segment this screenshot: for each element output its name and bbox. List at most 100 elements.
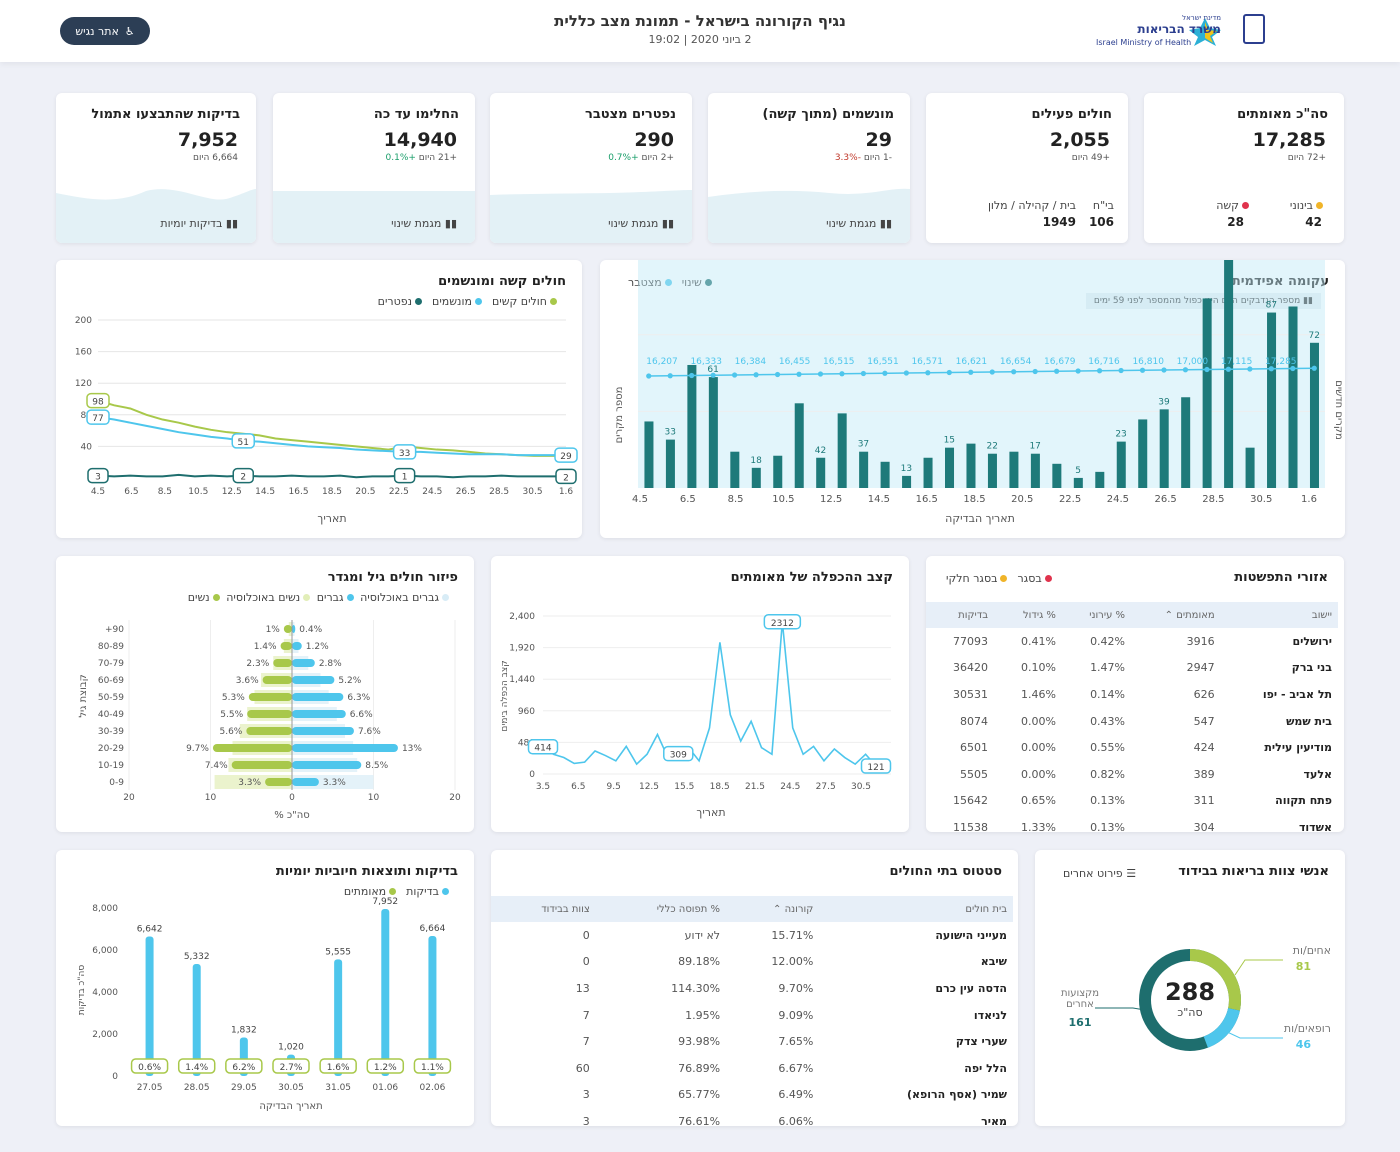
table-row: מודיעין עילית 424 0.55% 0.00% 6501: [926, 734, 1338, 761]
cumulative-label: 17,115: [1221, 357, 1253, 367]
x-tick-label: 27.05: [137, 1083, 163, 1093]
trend-link[interactable]: ▮▮ מגמת שינוי: [826, 217, 892, 230]
hospitals-cell: 76.61%: [678, 1114, 721, 1126]
other-details-button[interactable]: ☰ פירוט אחרים: [1063, 867, 1137, 880]
hospitals-cell: 0: [582, 955, 590, 969]
daily-bar: [687, 364, 697, 488]
areas-cell: 1.33%: [1020, 820, 1056, 832]
accessible-site-button[interactable]: ♿ אתר נגיש: [60, 17, 150, 45]
areas-cell: 8074: [960, 714, 989, 728]
trend-link[interactable]: ▮▮ מגמת שינוי: [391, 217, 457, 230]
tests-value-label: 5,332: [184, 952, 210, 962]
daily-bar: [1095, 471, 1105, 488]
cumulative-label: 16,515: [823, 357, 855, 367]
daily-tests-link[interactable]: ▮▮ בדיקות יומיות: [160, 217, 238, 230]
hospitals-column-header[interactable]: קורונה ⌃: [726, 896, 820, 922]
daily-label: 18: [750, 456, 762, 466]
x-tick-label: 12.5: [820, 494, 842, 505]
x-tick-label: 16.5: [916, 494, 938, 505]
hospitals-cell: הלל יפה: [964, 1061, 1007, 1075]
daily-bar: [1116, 441, 1126, 488]
x-tick-label: 30.05: [278, 1083, 304, 1093]
areas-cell: 0.14%: [1090, 687, 1126, 701]
areas-table: יישוב מאומתים ⌃% עירוני% גידול בדיקות ירושל…: [926, 602, 1338, 832]
daily-label: 23: [1115, 430, 1126, 440]
areas-cell: מודיעין עילית: [1264, 741, 1332, 755]
cumulative-label: 16,333: [690, 357, 722, 367]
daily-bar: [730, 451, 740, 488]
areas-column-header[interactable]: יישוב: [1220, 602, 1338, 628]
epidemic-chart: 16,207 16,333 16,384 16,455 16,515 16,551 16,5…: [614, 260, 1344, 525]
areas-cell: פתח תקווה: [1275, 794, 1332, 808]
tests-value-label: 6,642: [137, 925, 163, 935]
doubling-callout: 2312: [771, 619, 794, 629]
y-tick-label: 4,000: [92, 988, 118, 998]
women-bar: [265, 778, 292, 786]
kpi-recovered: החלימו עד כה 14,940 +21 היום +0.1% ▮▮ מג…: [273, 93, 475, 243]
areas-column-header[interactable]: מאומתים ⌃: [1131, 602, 1221, 628]
trend-link[interactable]: ▮▮ מגמת שינוי: [608, 217, 674, 230]
hospitals-column-header[interactable]: צוות בבידוד: [491, 896, 596, 922]
y-axis-title: קצב הכפלה בימים: [500, 660, 510, 731]
daily-bar: [1224, 260, 1234, 489]
x-tick-label: 26.5: [456, 487, 476, 497]
daily-bar: [1288, 306, 1298, 488]
x-tick-label: 20.5: [355, 487, 375, 497]
positive-pct: 1.2%: [374, 1063, 397, 1073]
hospitals-cell: 0: [582, 928, 590, 942]
areas-legend: בסגר בסגר חלקי: [946, 572, 1055, 585]
hospitals-cell: לא ידוע: [684, 928, 721, 942]
daily-bar: [880, 461, 890, 488]
tests-value-label: 5,555: [325, 947, 351, 957]
areas-cell: 0.41%: [1020, 634, 1056, 648]
hospitals-cell: 3: [582, 1088, 590, 1102]
daily-bar: [987, 453, 997, 488]
daily-bar: [945, 447, 955, 488]
x-tick-label: 20.5: [1011, 494, 1033, 505]
severe-callout: 77: [92, 414, 103, 424]
age-group-label: 20-29: [98, 744, 124, 754]
table-row: בני ברק 2947 1.47% 0.10% 36420: [926, 655, 1338, 682]
areas-column-header[interactable]: % גידול: [994, 602, 1062, 628]
daily-label: 42: [815, 446, 826, 456]
page-date: 2 ביוני 2020 | 19:02: [648, 33, 752, 46]
hospitals-column-header[interactable]: % תפוסה כללי: [595, 896, 727, 922]
table-row: שערי צדק 7.65% 93.98% 7: [491, 1028, 1013, 1055]
cumulative-label: 16,571: [911, 357, 943, 367]
positive-pct: 6.2%: [232, 1063, 255, 1073]
header: ♿ אתר נגיש נגיף הקורונה בישראל - תמונת מצ…: [0, 0, 1400, 62]
x-tick-label: 0: [289, 793, 295, 803]
hospitals-cell: שערי צדק: [955, 1035, 1007, 1049]
spread-areas-card: אזורי התפשטות בסגר בסגר חלקי יישוב מאומתי…: [926, 556, 1344, 832]
daily-tests-chart: 8,000 6,000 4,000 2,000 0 6,642 0.6% 27.05 5,332…: [77, 897, 452, 1112]
page-title: נגיף הקורונה בישראל - תמונת מצב כללית: [554, 12, 846, 30]
kpi-confirmed: סה"כ מאומתים 17,285 +72 היום בינוני קשה …: [1144, 93, 1344, 243]
positive-pct-box: [177, 1058, 216, 1074]
y-tick-label: 8,000: [92, 904, 118, 914]
trend-wave: [56, 189, 256, 243]
men-label: 13%: [402, 744, 422, 754]
women-bar: [262, 676, 292, 684]
areas-column-header[interactable]: בדיקות: [926, 602, 995, 628]
severe-callout: 2: [563, 473, 569, 483]
severe-callout-box: [86, 409, 110, 425]
daily-bar: [1267, 312, 1277, 488]
daily-bar: [1309, 342, 1319, 488]
y-tick-label: 2,000: [92, 1030, 118, 1040]
areas-cell: אשדוד: [1298, 820, 1332, 832]
x-tick-label: 26.5: [1155, 494, 1177, 505]
areas-cell: 0.82%: [1090, 767, 1126, 781]
severe-callout-box: [392, 444, 417, 460]
cumulative-label: 16,621: [956, 357, 988, 367]
cumulative-label: 16,654: [1000, 357, 1032, 367]
age-gender-card: פיזור חולים גיל ומגדר גברים באוכלוסיה גב…: [56, 556, 474, 832]
areas-column-header[interactable]: % עירוני: [1061, 602, 1132, 628]
x-tick-label: 6.5: [571, 782, 585, 792]
positive-pct-box: [130, 1058, 169, 1074]
men-label: 8.5%: [365, 761, 388, 771]
hospitals-column-header[interactable]: בית חולים: [819, 896, 1013, 922]
tests-bar: [381, 909, 390, 1076]
cumulative-label: 17,000: [1177, 357, 1209, 367]
trend-wave: [708, 188, 910, 243]
severe-callout: 1: [402, 473, 408, 483]
